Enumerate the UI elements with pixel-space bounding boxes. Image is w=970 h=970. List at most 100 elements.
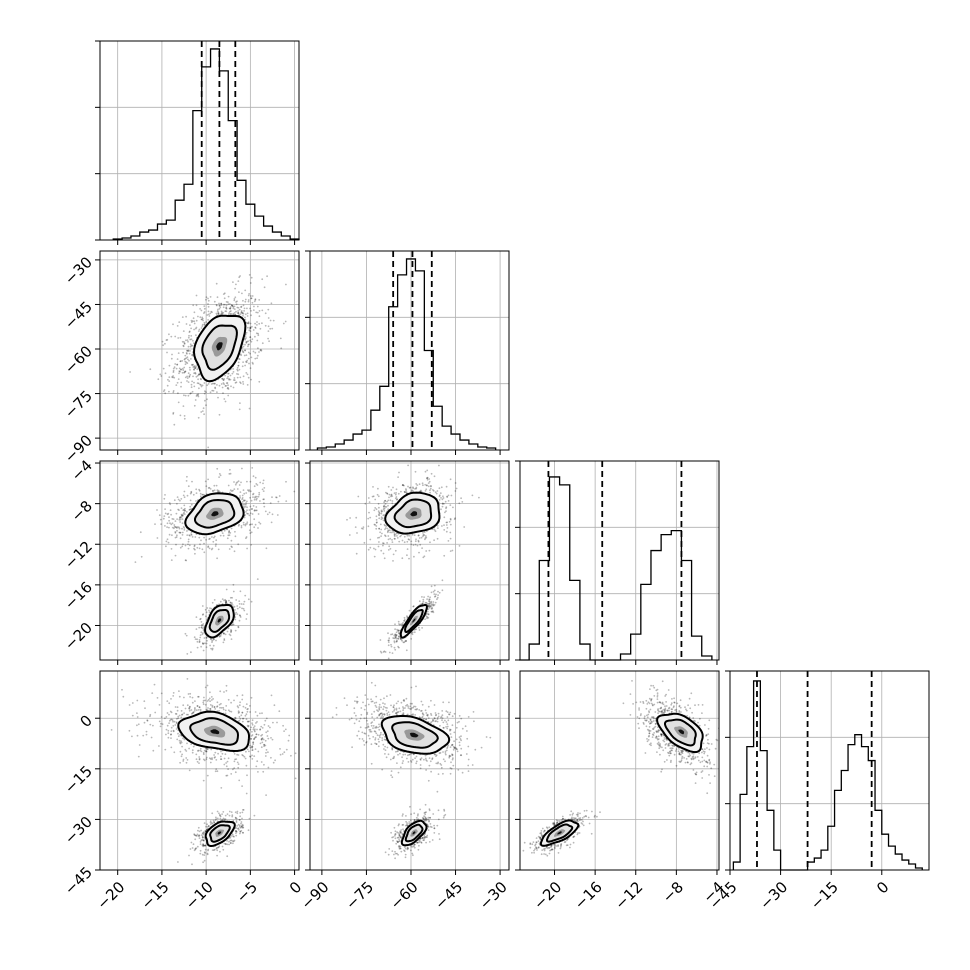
scatter-point — [234, 629, 237, 632]
scatter-point — [247, 322, 250, 324]
scatter-point — [227, 709, 230, 712]
scatter-point — [209, 607, 211, 609]
scatter-point — [198, 536, 201, 539]
scatter-point — [274, 759, 276, 762]
scatter-point — [168, 502, 171, 504]
scatter-point — [158, 514, 161, 517]
scatter-point — [234, 296, 237, 299]
scatter-point — [178, 517, 181, 519]
scatter-point — [224, 709, 227, 712]
scatter-point — [223, 691, 225, 693]
scatter-point — [173, 423, 176, 426]
scatter-point — [242, 383, 245, 385]
scatter-point — [241, 498, 244, 501]
scatter-point — [202, 844, 205, 847]
scatter-point — [247, 708, 249, 710]
scatter-point — [239, 616, 242, 618]
contour-inner — [209, 824, 231, 843]
scatter-point — [235, 283, 237, 286]
scatter-point — [443, 529, 446, 531]
scatter-point — [221, 311, 223, 314]
scatter-point — [237, 827, 240, 830]
scatter-point — [183, 366, 186, 369]
scatter-point — [229, 468, 231, 471]
scatter-point — [192, 339, 194, 342]
scatter-point — [257, 347, 259, 350]
scatter-point — [218, 710, 221, 712]
scatter-point — [246, 613, 248, 615]
scatter-point — [210, 548, 213, 551]
scatter-point — [382, 506, 385, 508]
scatter-point — [253, 509, 256, 512]
scatter-point — [191, 480, 193, 483]
scatter-point — [372, 486, 374, 488]
scatter-point — [256, 721, 258, 723]
scatter-point — [253, 498, 256, 501]
scatter-point — [170, 733, 172, 736]
scatter-point — [429, 605, 432, 608]
y-tick-label: −30 — [61, 253, 96, 288]
scatter-point — [260, 734, 262, 737]
scatter-point — [252, 350, 255, 353]
scatter-point — [201, 835, 204, 838]
scatter-point — [241, 312, 244, 315]
scatter-point — [255, 483, 258, 485]
scatter-point — [244, 706, 247, 709]
scatter-point — [445, 485, 448, 488]
scatter-point — [234, 382, 237, 384]
scatter-point — [143, 721, 146, 724]
scatter-point — [435, 593, 437, 596]
scatter-point — [197, 834, 200, 837]
scatter-point — [421, 547, 423, 549]
scatter-point — [254, 748, 257, 750]
scatter-point — [183, 341, 185, 343]
scatter-point — [238, 600, 241, 602]
scatter-point — [249, 711, 252, 713]
scatter-point — [393, 492, 396, 494]
scatter-point — [461, 501, 464, 503]
scatter-point — [403, 484, 405, 487]
scatter-point — [208, 825, 210, 828]
scatter-point — [172, 413, 175, 415]
scatter-point — [433, 539, 435, 542]
scatter-point — [228, 378, 231, 381]
scatter-point — [228, 473, 231, 475]
scatter-point — [382, 542, 384, 544]
scatter-point — [434, 491, 437, 494]
scatter-point — [249, 282, 252, 284]
scatter-point — [248, 274, 251, 276]
scatter-point — [202, 642, 205, 645]
scatter-point — [234, 717, 237, 720]
scatter-point — [236, 368, 239, 371]
scatter-point — [209, 296, 212, 298]
scatter-point — [270, 756, 272, 759]
scatter-point — [176, 706, 179, 709]
scatter-point — [383, 514, 386, 516]
scatter-point — [202, 493, 205, 496]
scatter-point — [181, 745, 184, 748]
scatter-point — [239, 495, 241, 497]
scatter-point — [257, 750, 260, 753]
scatter-point — [415, 483, 418, 485]
scatter-point — [166, 384, 169, 387]
scatter-point — [183, 371, 186, 374]
scatter-point — [199, 308, 202, 310]
scatter-point — [241, 467, 243, 470]
scatter-point — [188, 366, 191, 369]
scatter-point — [391, 541, 394, 543]
scatter-point — [394, 497, 397, 500]
scatter-point — [187, 340, 189, 343]
scatter-point — [235, 303, 238, 306]
scatter-point — [185, 480, 188, 482]
scatter-point — [449, 550, 452, 552]
scatter-point — [211, 648, 214, 651]
scatter-point — [451, 549, 454, 552]
scatter-point — [454, 517, 456, 520]
scatter-point — [165, 540, 168, 543]
scatter-point — [180, 381, 183, 384]
scatter-point — [185, 713, 188, 716]
scatter-point — [216, 467, 219, 470]
scatter-point — [234, 817, 237, 819]
scatter-point — [183, 513, 186, 515]
scatter-point — [238, 829, 240, 831]
